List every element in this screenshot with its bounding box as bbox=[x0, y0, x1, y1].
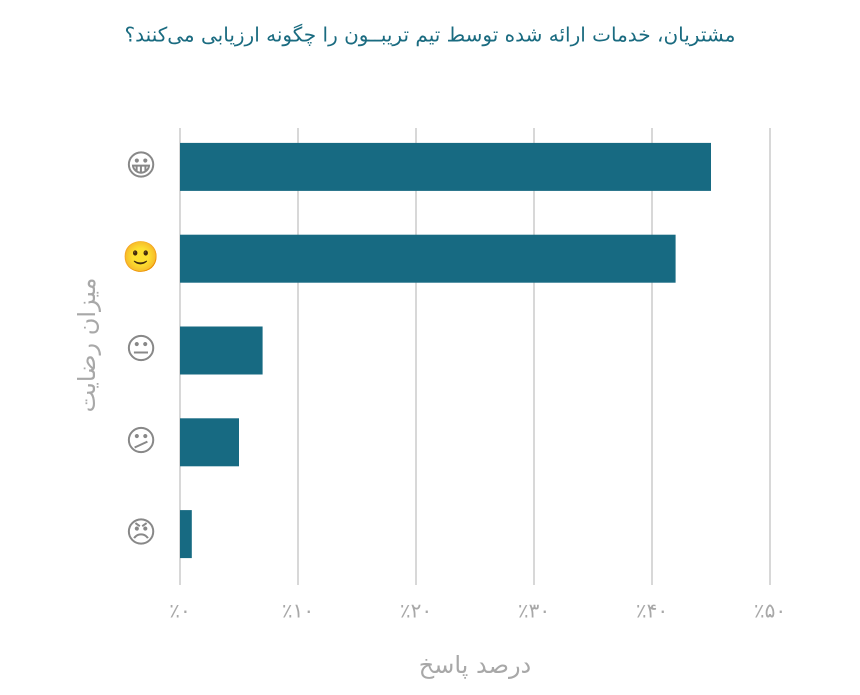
y-tick-label: 😐 bbox=[125, 332, 156, 367]
bar bbox=[180, 234, 676, 283]
x-axis-label: درصد پاسخ bbox=[419, 651, 531, 679]
y-tick-label: 😕 bbox=[125, 424, 156, 459]
x-tick-label: ٪۴۰ bbox=[636, 599, 668, 623]
bar bbox=[180, 142, 711, 191]
x-tick-label: ٪۳۰ bbox=[518, 599, 550, 623]
chart-title: مشتریان، خدمات ارائه شده توسط تیم تریبــ… bbox=[125, 23, 736, 47]
y-tick-label: 😠 bbox=[125, 516, 156, 551]
bar bbox=[180, 326, 263, 375]
y-tick-label: 😀 bbox=[125, 148, 156, 183]
x-tick-label: ٪۱۰ bbox=[282, 599, 314, 623]
x-tick-label: ٪۵۰ bbox=[754, 599, 786, 623]
x-tick-label: ٪۰ bbox=[169, 599, 190, 623]
bar bbox=[180, 510, 192, 559]
y-axis-label: میزان رضایت bbox=[73, 278, 101, 413]
y-tick-label: 🙂 bbox=[122, 240, 159, 275]
x-tick-label: ٪۲۰ bbox=[400, 599, 432, 623]
bar bbox=[180, 418, 239, 467]
